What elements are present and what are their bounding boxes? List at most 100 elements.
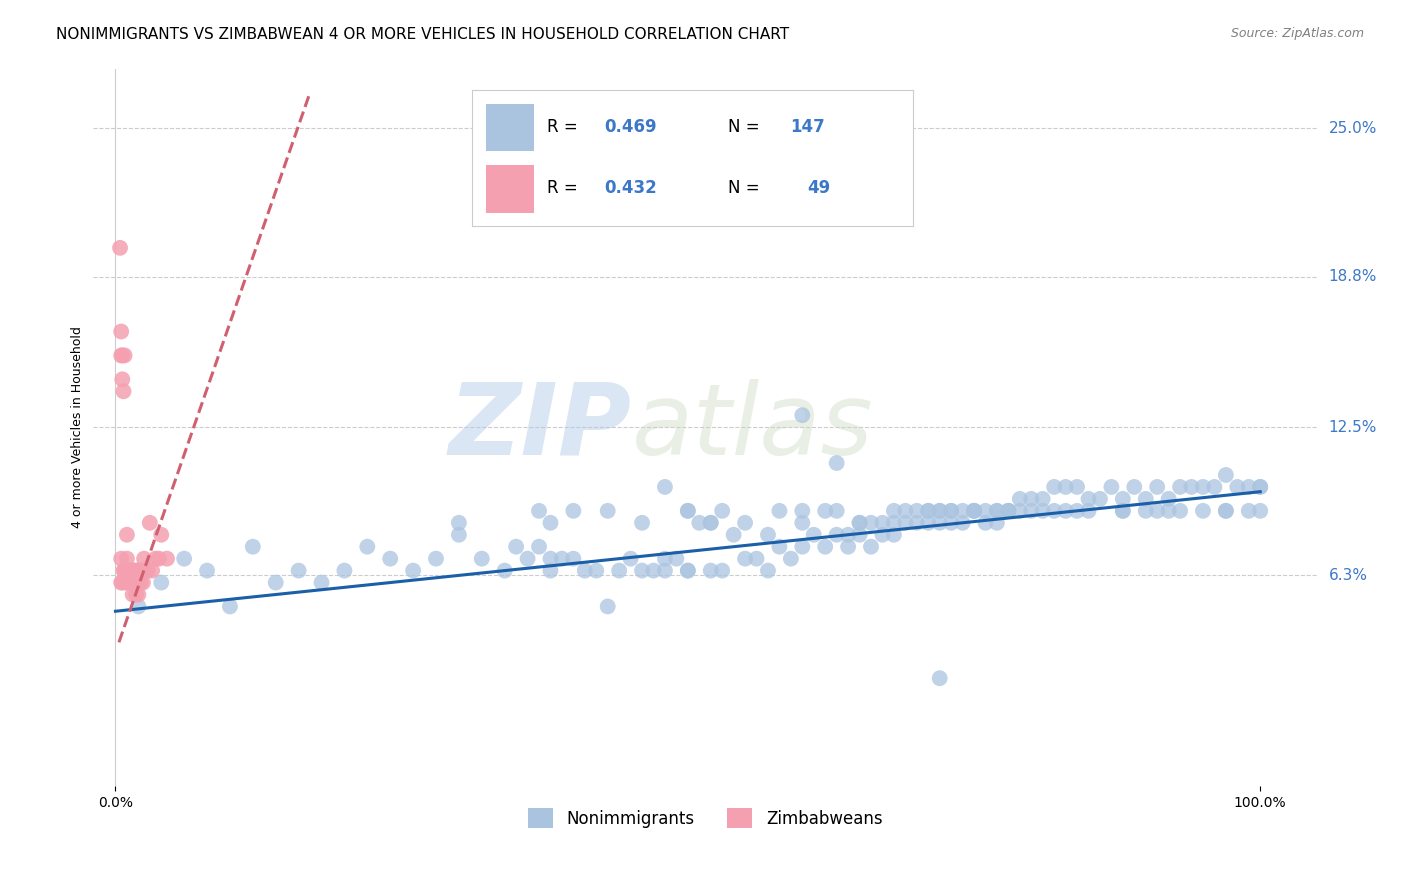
Point: [1077, 504, 1099, 518]
Point: [447, 527, 470, 541]
Point: [607, 564, 630, 578]
Point: [1112, 504, 1135, 518]
Point: [939, 504, 962, 518]
Point: [676, 564, 699, 578]
Point: [676, 504, 699, 518]
Point: [711, 504, 734, 518]
Point: [148, 551, 170, 566]
Point: [287, 564, 309, 578]
Point: [1249, 480, 1271, 494]
Legend: Nonimmigrants, Zimbabweans: Nonimmigrants, Zimbabweans: [522, 801, 889, 835]
Point: [145, 551, 167, 566]
Point: [745, 551, 768, 566]
Point: [111, 348, 134, 362]
Point: [1168, 480, 1191, 494]
Point: [654, 480, 676, 494]
Point: [505, 540, 527, 554]
Point: [131, 564, 153, 578]
Point: [1123, 480, 1146, 494]
Point: [132, 564, 155, 578]
Point: [596, 504, 619, 518]
Point: [114, 348, 136, 362]
Text: 25.0%: 25.0%: [1329, 120, 1376, 136]
Point: [723, 527, 745, 541]
Point: [768, 504, 790, 518]
Point: [1157, 491, 1180, 506]
Point: [963, 504, 986, 518]
Point: [1237, 504, 1260, 518]
Point: [141, 564, 163, 578]
Point: [110, 575, 132, 590]
Point: [1180, 480, 1202, 494]
Point: [136, 564, 159, 578]
Point: [894, 516, 917, 530]
Y-axis label: 4 or more Vehicles in Household: 4 or more Vehicles in Household: [72, 326, 84, 528]
Point: [894, 504, 917, 518]
Point: [127, 599, 149, 614]
Point: [108, 241, 131, 255]
Point: [402, 564, 425, 578]
Point: [551, 551, 574, 566]
Point: [121, 587, 143, 601]
Text: 18.8%: 18.8%: [1329, 269, 1376, 284]
Point: [1249, 480, 1271, 494]
Point: [939, 516, 962, 530]
Point: [1077, 491, 1099, 506]
Point: [872, 516, 894, 530]
Point: [1146, 480, 1168, 494]
Point: [859, 516, 882, 530]
Point: [792, 408, 814, 422]
Point: [132, 575, 155, 590]
Point: [756, 527, 779, 541]
Point: [928, 671, 950, 685]
Point: [1237, 480, 1260, 494]
Point: [974, 504, 997, 518]
Point: [125, 587, 148, 601]
Text: 12.5%: 12.5%: [1329, 419, 1376, 434]
Point: [527, 540, 550, 554]
Point: [115, 564, 138, 578]
Point: [848, 516, 870, 530]
Point: [997, 504, 1019, 518]
Point: [1043, 480, 1066, 494]
Point: [111, 372, 134, 386]
Text: ZIP: ZIP: [449, 378, 631, 475]
Point: [986, 516, 1008, 530]
Point: [540, 564, 562, 578]
Point: [631, 516, 654, 530]
Point: [1112, 491, 1135, 506]
Point: [127, 575, 149, 590]
Point: [494, 564, 516, 578]
Point: [129, 575, 152, 590]
Point: [859, 540, 882, 554]
Point: [110, 551, 132, 566]
Point: [1112, 504, 1135, 518]
Point: [952, 516, 974, 530]
Point: [643, 564, 665, 578]
Point: [939, 504, 962, 518]
Point: [127, 564, 149, 578]
Point: [195, 564, 218, 578]
Point: [756, 564, 779, 578]
Point: [540, 551, 562, 566]
Point: [825, 527, 848, 541]
Point: [676, 504, 699, 518]
Point: [121, 564, 143, 578]
Point: [997, 504, 1019, 518]
Point: [837, 540, 859, 554]
Point: [1043, 504, 1066, 518]
Text: 6.3%: 6.3%: [1329, 568, 1368, 582]
Point: [562, 504, 585, 518]
Point: [986, 504, 1008, 518]
Point: [219, 599, 242, 614]
Point: [114, 564, 136, 578]
Point: [654, 564, 676, 578]
Point: [1032, 491, 1054, 506]
Point: [114, 575, 136, 590]
Point: [425, 551, 447, 566]
Point: [837, 527, 859, 541]
Point: [1054, 480, 1077, 494]
Point: [631, 564, 654, 578]
Point: [620, 551, 643, 566]
Point: [118, 564, 141, 578]
